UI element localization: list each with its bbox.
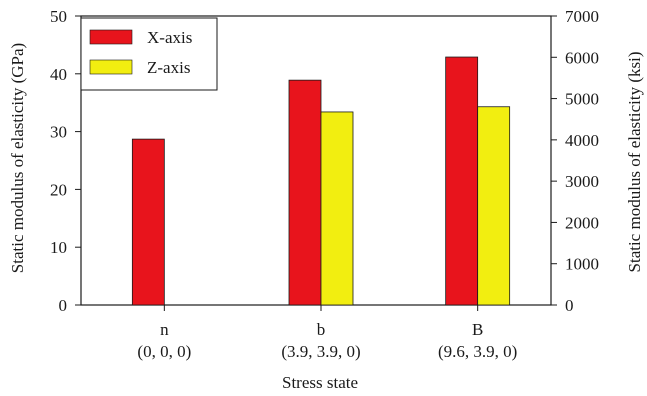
y2-axis-ticks: 0 1000 2000 3000 4000 5000 6000 7000 bbox=[551, 7, 599, 315]
bar-x-axis-b bbox=[288, 79, 322, 306]
x-axis-categories: n (0, 0, 0) b (3.9, 3.9, 0) B (9.6, 3.9, 0) bbox=[137, 305, 517, 361]
x-category-sublabel: (9.6, 3.9, 0) bbox=[438, 342, 517, 361]
x-axis-title: Stress state bbox=[282, 373, 358, 392]
y2-tick-label: 2000 bbox=[565, 213, 599, 232]
bar-z-axis-b bbox=[320, 111, 354, 306]
y-tick-label: 50 bbox=[50, 7, 67, 26]
y-axis-title: Static modulus of elasticity (GPa) bbox=[8, 43, 27, 273]
y2-tick-label: 1000 bbox=[565, 255, 599, 274]
y-tick-label: 0 bbox=[59, 296, 68, 315]
bar-x-axis-B bbox=[445, 56, 479, 306]
y2-tick-label: 4000 bbox=[565, 131, 599, 150]
legend-box bbox=[80, 17, 218, 91]
legend-swatch-z-axis bbox=[89, 59, 133, 75]
y2-tick-label: 3000 bbox=[565, 172, 599, 191]
legend-label-x-axis: X-axis bbox=[147, 28, 192, 47]
y-tick-label: 20 bbox=[50, 180, 67, 199]
y2-axis-title: Static modulus of elasticity (ksi) bbox=[625, 52, 644, 273]
x-category-label: b bbox=[317, 320, 326, 339]
bars-group bbox=[131, 56, 511, 306]
y2-tick-label: 6000 bbox=[565, 48, 599, 67]
y-tick-label: 10 bbox=[50, 238, 67, 257]
legend-swatch-x-axis bbox=[89, 29, 133, 45]
legend-label-z-axis: Z-axis bbox=[147, 58, 190, 77]
y-tick-label: 30 bbox=[50, 123, 67, 142]
bar-x-axis-n bbox=[131, 138, 165, 306]
y-axis-ticks: 0 10 20 30 40 50 bbox=[50, 7, 81, 315]
y-tick-label: 40 bbox=[50, 65, 67, 84]
y2-tick-label: 5000 bbox=[565, 90, 599, 109]
x-category-sublabel: (0, 0, 0) bbox=[137, 342, 191, 361]
y2-tick-label: 7000 bbox=[565, 7, 599, 26]
x-category-sublabel: (3.9, 3.9, 0) bbox=[281, 342, 360, 361]
x-category-label: n bbox=[160, 320, 169, 339]
bar-z-axis-B bbox=[477, 106, 511, 306]
x-category-label: B bbox=[472, 320, 483, 339]
y2-tick-label: 0 bbox=[565, 296, 574, 315]
legend: X-axis Z-axis bbox=[80, 17, 218, 91]
